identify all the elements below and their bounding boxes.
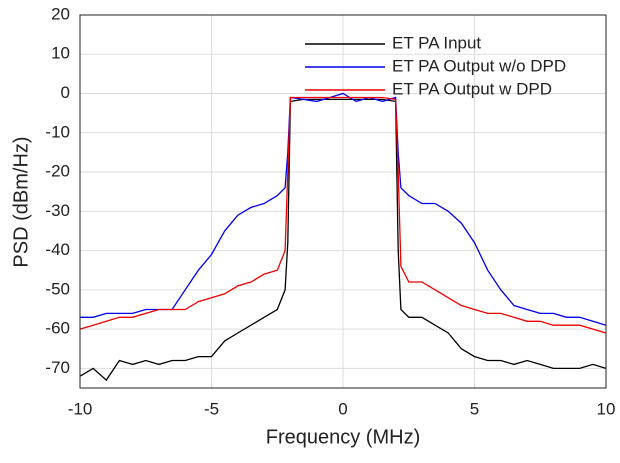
y-tick-label: -40 xyxy=(45,240,70,259)
series-line xyxy=(79,96,607,334)
x-tick-label: 0 xyxy=(338,399,347,418)
y-tick-label: 10 xyxy=(51,44,70,63)
x-tick-label: 5 xyxy=(470,399,479,418)
x-tick-label: -10 xyxy=(68,399,93,418)
legend-label: ET PA Input xyxy=(392,33,481,52)
x-tick-label: 10 xyxy=(597,399,616,418)
y-tick-label: -60 xyxy=(45,319,70,338)
series-line xyxy=(79,98,607,382)
y-tick-label: 20 xyxy=(51,4,70,23)
legend-label: ET PA Output w/o DPD xyxy=(392,56,566,75)
series-line xyxy=(80,92,607,326)
y-tick-label: 0 xyxy=(61,83,70,102)
y-tick-label: -10 xyxy=(45,122,70,141)
x-axis-label: Frequency (MHz) xyxy=(266,426,420,448)
y-axis-label: PSD (dBm/Hz) xyxy=(10,136,32,267)
plot-frame xyxy=(79,14,607,389)
y-tick-label: -50 xyxy=(45,279,70,298)
y-tick-label: -20 xyxy=(45,162,70,181)
legend-label: ET PA Output w DPD xyxy=(392,79,552,98)
x-tick-label: -5 xyxy=(204,399,219,418)
y-tick-label: -70 xyxy=(45,358,70,377)
y-tick-label: -30 xyxy=(45,201,70,220)
